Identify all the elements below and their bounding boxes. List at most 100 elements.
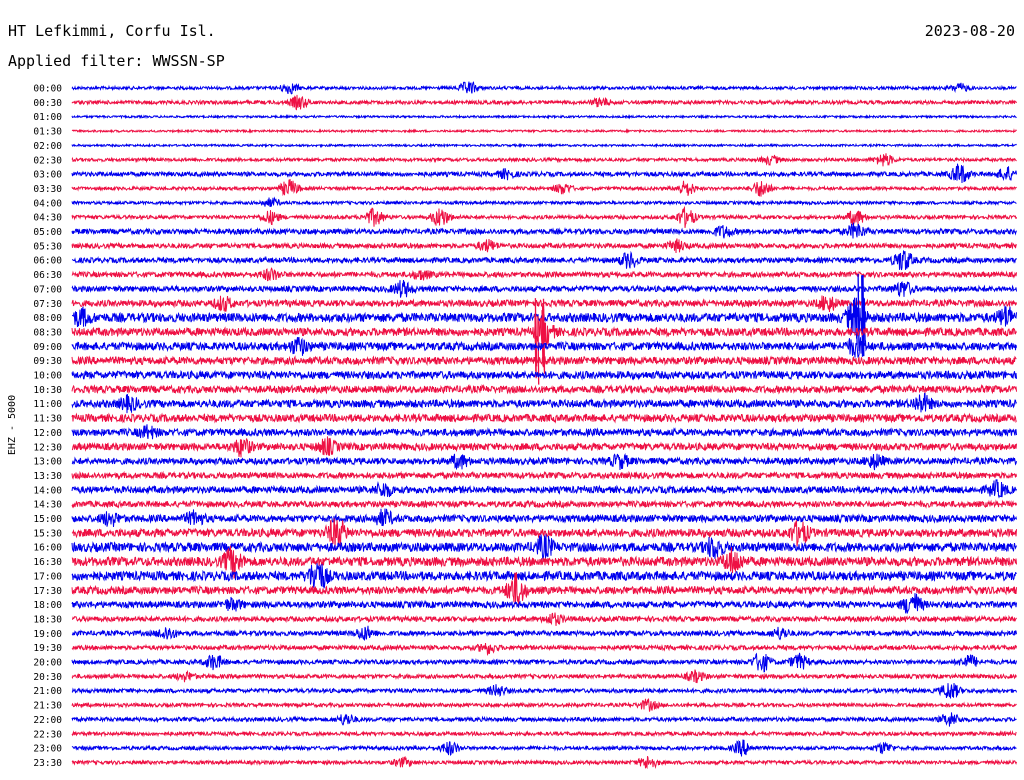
tick-label: 20:30 xyxy=(33,672,62,683)
seismogram-traces xyxy=(71,81,1017,770)
trace-line xyxy=(71,205,1017,228)
tick-label: 11:00 xyxy=(33,399,62,410)
trace-line xyxy=(71,452,1017,471)
tick-label: 12:30 xyxy=(33,442,62,453)
tick-label: 21:00 xyxy=(33,686,62,697)
filter-label: Applied filter: WWSSN-SP xyxy=(8,52,225,70)
trace-line xyxy=(71,739,1017,757)
tick-label: 08:30 xyxy=(33,327,62,338)
trace-line xyxy=(71,142,1017,149)
trace-line xyxy=(71,669,1017,684)
tick-label: 15:30 xyxy=(33,528,62,539)
trace-line xyxy=(71,593,1017,615)
trace-line xyxy=(71,369,1017,381)
tick-label: 00:00 xyxy=(33,84,62,95)
trace-line xyxy=(72,612,1017,626)
tick-label: 17:00 xyxy=(33,571,62,582)
trace-line xyxy=(71,249,1017,271)
trace-line xyxy=(71,238,1017,254)
trace-line xyxy=(71,267,1017,282)
trace-line xyxy=(71,355,1017,367)
tick-label: 16:00 xyxy=(33,543,62,554)
tick-label: 02:30 xyxy=(33,155,62,166)
tick-label: 22:30 xyxy=(33,729,62,740)
tick-label: 05:00 xyxy=(33,227,62,238)
tick-label: 01:30 xyxy=(33,127,62,138)
tick-label: 07:30 xyxy=(33,299,62,310)
trace-line xyxy=(71,508,1017,528)
tick-label: 09:30 xyxy=(33,356,62,367)
trace-line xyxy=(71,163,1017,184)
tick-label: 19:00 xyxy=(33,629,62,640)
tick-label: 19:30 xyxy=(33,643,62,654)
trace-line xyxy=(71,128,1017,134)
tick-label: 11:30 xyxy=(33,414,62,425)
tick-label: 16:30 xyxy=(33,557,62,568)
trace-line xyxy=(71,698,1017,712)
tick-label: 04:30 xyxy=(33,213,62,224)
tick-label: 12:00 xyxy=(33,428,62,439)
trace-line xyxy=(71,683,1017,699)
record-date: 2023-08-20 xyxy=(924,22,1015,40)
tick-label: 13:30 xyxy=(33,471,62,482)
tick-label: 05:30 xyxy=(33,241,62,252)
tick-label: 15:00 xyxy=(33,514,62,525)
tick-label: 04:00 xyxy=(33,198,62,209)
trace-line xyxy=(71,222,1017,239)
tick-label: 14:00 xyxy=(33,485,62,496)
tick-label: 02:00 xyxy=(33,141,62,152)
trace-line xyxy=(71,383,1017,395)
trace-line xyxy=(71,625,1017,641)
tick-label: 10:00 xyxy=(33,371,62,382)
tick-label: 14:30 xyxy=(33,500,62,511)
event-spike xyxy=(855,273,866,357)
trace-line xyxy=(71,279,1017,298)
tick-label: 06:00 xyxy=(33,256,62,267)
trace-line xyxy=(71,499,1017,509)
tick-label: 08:00 xyxy=(33,313,62,324)
trace-line xyxy=(71,479,1017,499)
trace-line xyxy=(71,642,1017,656)
channel-label: EHZ - 5000 xyxy=(7,395,18,455)
tick-label: 18:30 xyxy=(33,614,62,625)
trace-line xyxy=(71,572,1017,605)
station-title: HT Lefkimmi, Corfu Isl. xyxy=(8,22,216,40)
trace-line xyxy=(71,424,1017,440)
tick-label: 00:30 xyxy=(33,98,62,109)
tick-label: 18:00 xyxy=(33,600,62,611)
tick-label: 10:30 xyxy=(33,385,62,396)
trace-line xyxy=(71,94,1017,111)
tick-label: 07:00 xyxy=(33,284,62,295)
tick-label: 20:00 xyxy=(33,658,62,669)
tick-label: 06:30 xyxy=(33,270,62,281)
trace-line xyxy=(71,534,1017,562)
trace-line xyxy=(71,196,1017,207)
trace-line xyxy=(71,392,1017,414)
trace-line xyxy=(71,518,1017,551)
tick-label: 01:00 xyxy=(33,112,62,123)
tick-label: 22:00 xyxy=(33,715,62,726)
trace-line xyxy=(71,712,1017,727)
trace-line xyxy=(71,336,1017,358)
trace-line xyxy=(71,755,1017,770)
tick-label: 03:30 xyxy=(33,184,62,195)
trace-line xyxy=(71,436,1017,458)
trace-line xyxy=(71,545,1017,579)
tick-label: 13:00 xyxy=(33,457,62,468)
time-tick-labels: 00:00 00:30 01:00 01:30 02:00 02:30 03:00 03:30… xyxy=(33,84,62,769)
tick-label: 03:00 xyxy=(33,170,62,181)
trace-line xyxy=(71,81,1017,95)
trace-line xyxy=(71,563,1017,590)
tick-label: 17:30 xyxy=(33,586,62,597)
trace-line xyxy=(71,412,1017,424)
trace-line xyxy=(71,113,1017,120)
trace-line xyxy=(71,730,1017,738)
tick-label: 23:00 xyxy=(33,744,62,755)
tick-label: 21:30 xyxy=(33,701,62,712)
tick-label: 23:30 xyxy=(33,758,62,769)
event-spike xyxy=(534,298,546,385)
trace-line xyxy=(71,153,1017,167)
trace-line xyxy=(71,652,1017,673)
tick-label: 09:00 xyxy=(33,342,62,353)
